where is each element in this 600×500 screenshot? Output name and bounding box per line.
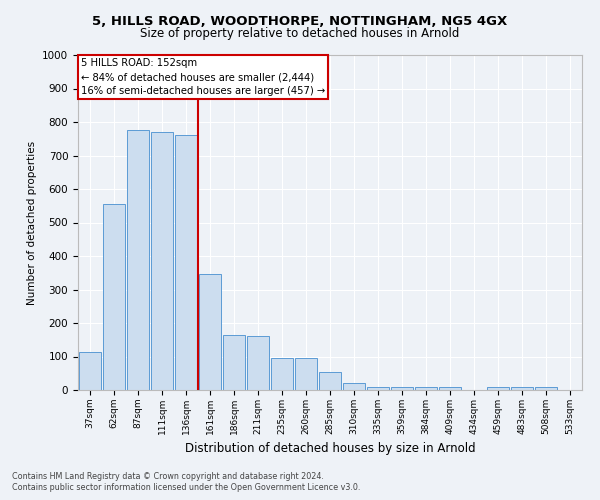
- Text: Contains public sector information licensed under the Open Government Licence v3: Contains public sector information licen…: [12, 484, 361, 492]
- Bar: [319, 372, 341, 390]
- Bar: [103, 204, 125, 390]
- Bar: [367, 386, 389, 390]
- Bar: [175, 136, 197, 390]
- Bar: [199, 274, 221, 390]
- Text: Size of property relative to detached houses in Arnold: Size of property relative to detached ho…: [140, 28, 460, 40]
- Bar: [415, 386, 437, 390]
- Text: 5 HILLS ROAD: 152sqm
← 84% of detached houses are smaller (2,444)
16% of semi-de: 5 HILLS ROAD: 152sqm ← 84% of detached h…: [80, 58, 325, 96]
- Y-axis label: Number of detached properties: Number of detached properties: [26, 140, 37, 304]
- Bar: [391, 386, 413, 390]
- Bar: [127, 130, 149, 390]
- X-axis label: Distribution of detached houses by size in Arnold: Distribution of detached houses by size …: [185, 442, 475, 456]
- Bar: [511, 388, 533, 390]
- Bar: [535, 388, 557, 390]
- Bar: [151, 132, 173, 390]
- Bar: [247, 336, 269, 390]
- Bar: [271, 358, 293, 390]
- Bar: [79, 352, 101, 390]
- Bar: [343, 384, 365, 390]
- Bar: [487, 388, 509, 390]
- Text: 5, HILLS ROAD, WOODTHORPE, NOTTINGHAM, NG5 4GX: 5, HILLS ROAD, WOODTHORPE, NOTTINGHAM, N…: [92, 15, 508, 28]
- Bar: [223, 334, 245, 390]
- Bar: [439, 388, 461, 390]
- Bar: [295, 358, 317, 390]
- Text: Contains HM Land Registry data © Crown copyright and database right 2024.: Contains HM Land Registry data © Crown c…: [12, 472, 324, 481]
